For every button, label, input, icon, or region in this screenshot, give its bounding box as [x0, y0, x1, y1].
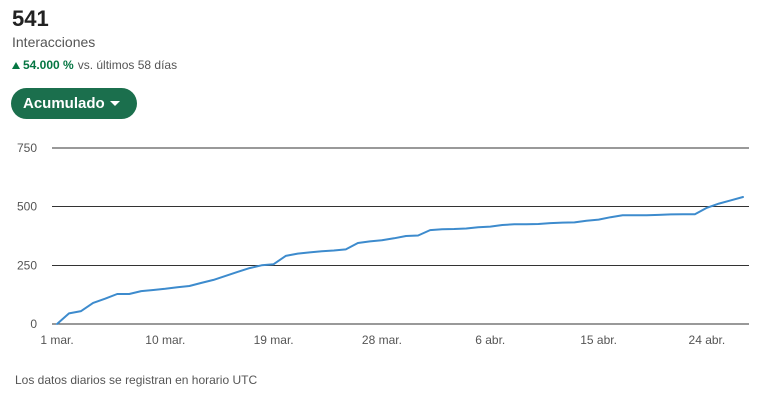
x-tick-label: 15 abr.: [580, 333, 617, 347]
y-axis-ticks: 0 250 500 750: [17, 141, 37, 331]
y-tick-label: 250: [17, 258, 37, 272]
interactions-line-chart: 0 250 500 750 1 mar. 10 mar. 19 mar. 28 mar. 6 …: [17, 141, 749, 347]
view-mode-label: Acumulado: [23, 95, 105, 112]
triangle-up-icon: [12, 61, 20, 69]
x-tick-label: 28 mar.: [362, 333, 402, 347]
x-tick-label: 10 mar.: [145, 333, 185, 347]
timezone-footnote: Los datos diarios se registran en horari…: [15, 373, 258, 387]
x-axis-ticks: 1 mar. 10 mar. 19 mar. 28 mar. 6 abr. 15 abr.…: [40, 333, 725, 347]
metric-label: Interacciones: [12, 34, 96, 50]
grid-lines: [52, 147, 749, 325]
x-tick-label: 6 abr.: [475, 333, 505, 347]
change-indicator: 54.000 % vs. últimos 58 días: [12, 58, 177, 72]
series-layer: [56, 196, 744, 325]
change-percentage: 54.000 %: [23, 58, 74, 72]
metric-value: 541: [12, 6, 49, 31]
view-mode-dropdown[interactable]: Acumulado: [11, 88, 137, 119]
y-tick-label: 750: [17, 141, 37, 155]
caret-down-icon: [109, 101, 120, 106]
x-tick-label: 19 mar.: [254, 333, 294, 347]
series-line: [56, 196, 744, 325]
y-tick-label: 0: [30, 317, 37, 331]
x-tick-label: 1 mar.: [40, 333, 73, 347]
y-tick-label: 500: [17, 200, 37, 214]
change-comparison-text: vs. últimos 58 días: [77, 58, 178, 72]
x-tick-label: 24 abr.: [689, 333, 726, 347]
